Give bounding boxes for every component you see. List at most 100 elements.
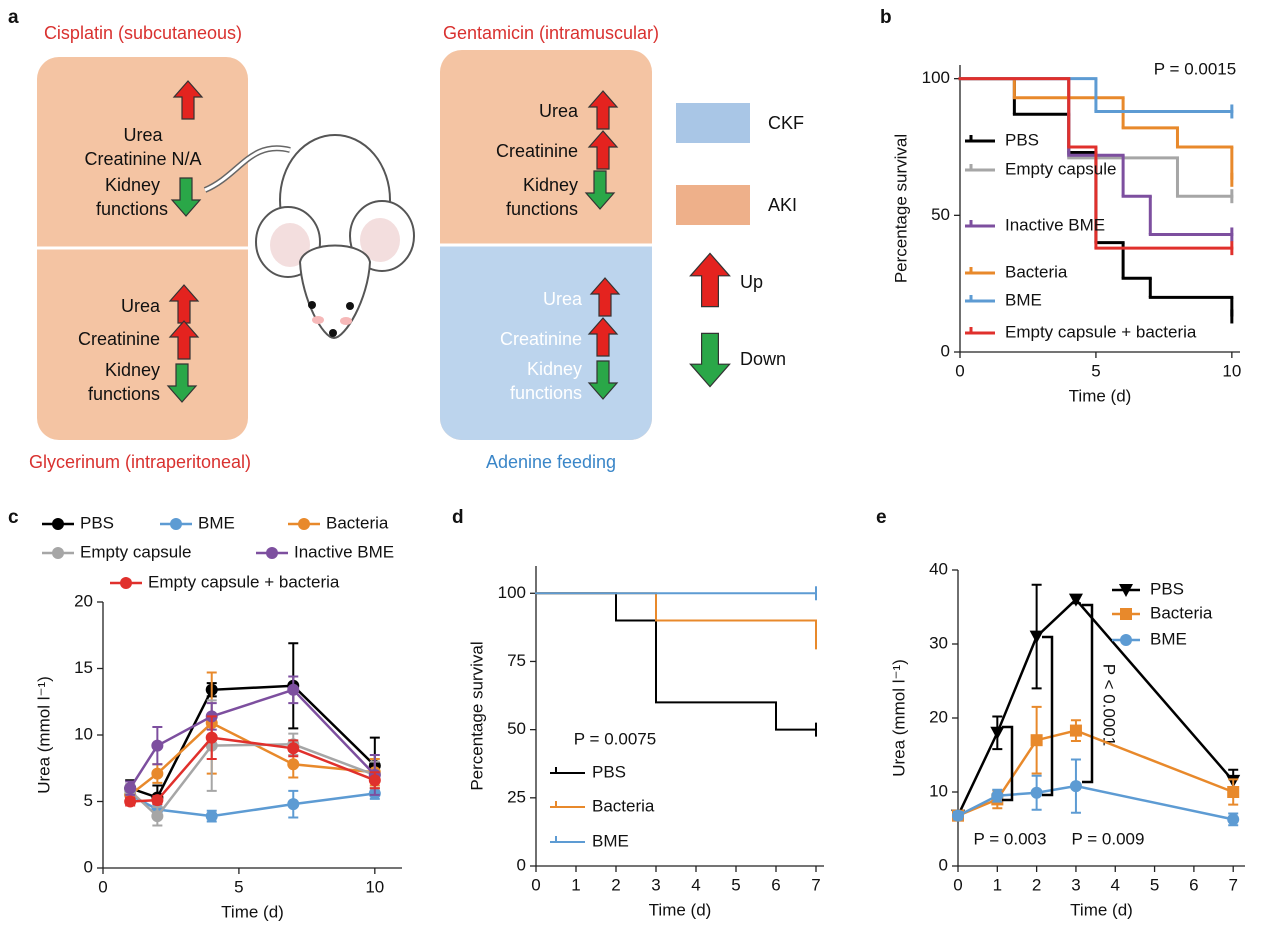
legend-label: PBS [592, 762, 626, 781]
marker [1069, 724, 1082, 737]
legend-label: Empty capsule [1005, 159, 1117, 178]
y-tick-label: 50 [507, 719, 526, 738]
model-title: Adenine feeding [486, 452, 616, 472]
marker [1120, 634, 1132, 646]
marker [124, 795, 137, 808]
y-tick-label: 5 [84, 791, 93, 810]
model-title: Gentamicin (intramuscular) [443, 23, 659, 43]
arrow-up [172, 80, 204, 120]
x-tick-label: 5 [1091, 361, 1100, 380]
label: Creatinine [500, 329, 582, 349]
marker [124, 782, 137, 795]
y-tick-label: 10 [929, 781, 948, 800]
x-tick-label: 10 [1222, 361, 1241, 380]
x-tick-label: 0 [955, 361, 964, 380]
x-tick-label: 6 [771, 875, 780, 894]
y-tick-label: 0 [941, 341, 950, 360]
arrow-down [170, 177, 202, 217]
legend-label: BME [1150, 629, 1187, 648]
annotation: P < 0.0001 [1100, 664, 1119, 746]
label: Kidney [523, 175, 578, 195]
arrow-up [168, 320, 200, 360]
y-tick-label: 25 [507, 787, 526, 806]
legend-label: Empty capsule [80, 542, 192, 561]
panel-label: d [452, 507, 464, 528]
marker [120, 577, 132, 589]
x-tick-label: 4 [1111, 875, 1120, 894]
x-tick-label: 7 [1228, 875, 1237, 894]
label: Urea [123, 125, 163, 145]
marker [151, 810, 164, 823]
panel-a: a Cisplatin (subcutaneous) Urea Creatini… [8, 7, 804, 472]
bracket [1002, 725, 1014, 802]
arrow-up [587, 130, 619, 170]
x-tick-label: 7 [811, 875, 820, 894]
y-tick-label: 30 [929, 633, 948, 652]
x-tick-label: 0 [98, 877, 107, 896]
legend-label: Bacteria [326, 513, 389, 532]
legend-label: Inactive BME [294, 542, 394, 561]
model-title: Cisplatin (subcutaneous) [44, 23, 242, 43]
legend-label: Bacteria [592, 796, 655, 815]
x-tick-label: 1 [571, 875, 580, 894]
arrow-up [689, 252, 731, 308]
legend-label: Bacteria [1005, 262, 1068, 281]
label: functions [506, 199, 578, 219]
x-tick-label: 1 [993, 875, 1002, 894]
panel-label: e [876, 507, 887, 528]
marker [287, 683, 300, 696]
legend-label: Empty capsule + bacteria [1005, 322, 1197, 341]
arrow-up [587, 90, 619, 130]
marker [1029, 630, 1044, 644]
label: Creatinine [78, 329, 160, 349]
legend-label: PBS [1005, 130, 1039, 149]
x-tick-label: 3 [1071, 875, 1080, 894]
legend-label: CKF [768, 113, 804, 133]
x-axis-title: Time (d) [221, 902, 284, 921]
label: Urea [539, 101, 579, 121]
bracket [1082, 603, 1094, 784]
x-tick-label: 6 [1189, 875, 1198, 894]
marker [1030, 786, 1043, 799]
series-line [129, 721, 375, 796]
marker [287, 742, 300, 755]
y-tick-label: 75 [507, 651, 526, 670]
legend-label: BME [1005, 290, 1042, 309]
x-axis-title: Time (d) [649, 900, 712, 919]
marker [1119, 584, 1133, 597]
legend-label: BME [592, 831, 629, 850]
y-tick-label: 20 [74, 591, 93, 610]
y-tick-label: 40 [929, 559, 948, 578]
legend-label: BME [198, 513, 235, 532]
marker [287, 758, 300, 771]
x-tick-label: 5 [731, 875, 740, 894]
legend-label: Empty capsule + bacteria [148, 572, 340, 591]
model-title: Glycerinum (intraperitoneal) [29, 452, 251, 472]
x-tick-label: 10 [365, 877, 384, 896]
label: Creatinine N/A [84, 149, 201, 169]
legend-label: AKI [768, 195, 797, 215]
marker [151, 739, 164, 752]
x-tick-label: 2 [611, 875, 620, 894]
marker [1068, 593, 1083, 607]
series-line [956, 597, 1235, 817]
label: Kidney [105, 360, 160, 380]
arrow-down [166, 363, 198, 403]
legend-swatch [676, 103, 750, 143]
x-tick-label: 2 [1032, 875, 1041, 894]
marker [1120, 608, 1132, 620]
marker [991, 789, 1004, 802]
marker [151, 767, 164, 780]
marker [205, 731, 218, 744]
legend-label: Down [740, 349, 786, 369]
x-tick-label: 0 [953, 875, 962, 894]
label: functions [510, 383, 582, 403]
y-axis-title: Urea (mmol l⁻¹) [889, 659, 908, 777]
arrow-up [587, 317, 619, 357]
marker [52, 547, 64, 559]
y-tick-label: 0 [517, 855, 526, 874]
arrows [166, 80, 731, 403]
x-tick-label: 3 [651, 875, 660, 894]
legend-label: Inactive BME [1005, 215, 1105, 234]
annotation: P = 0.0075 [574, 729, 656, 748]
